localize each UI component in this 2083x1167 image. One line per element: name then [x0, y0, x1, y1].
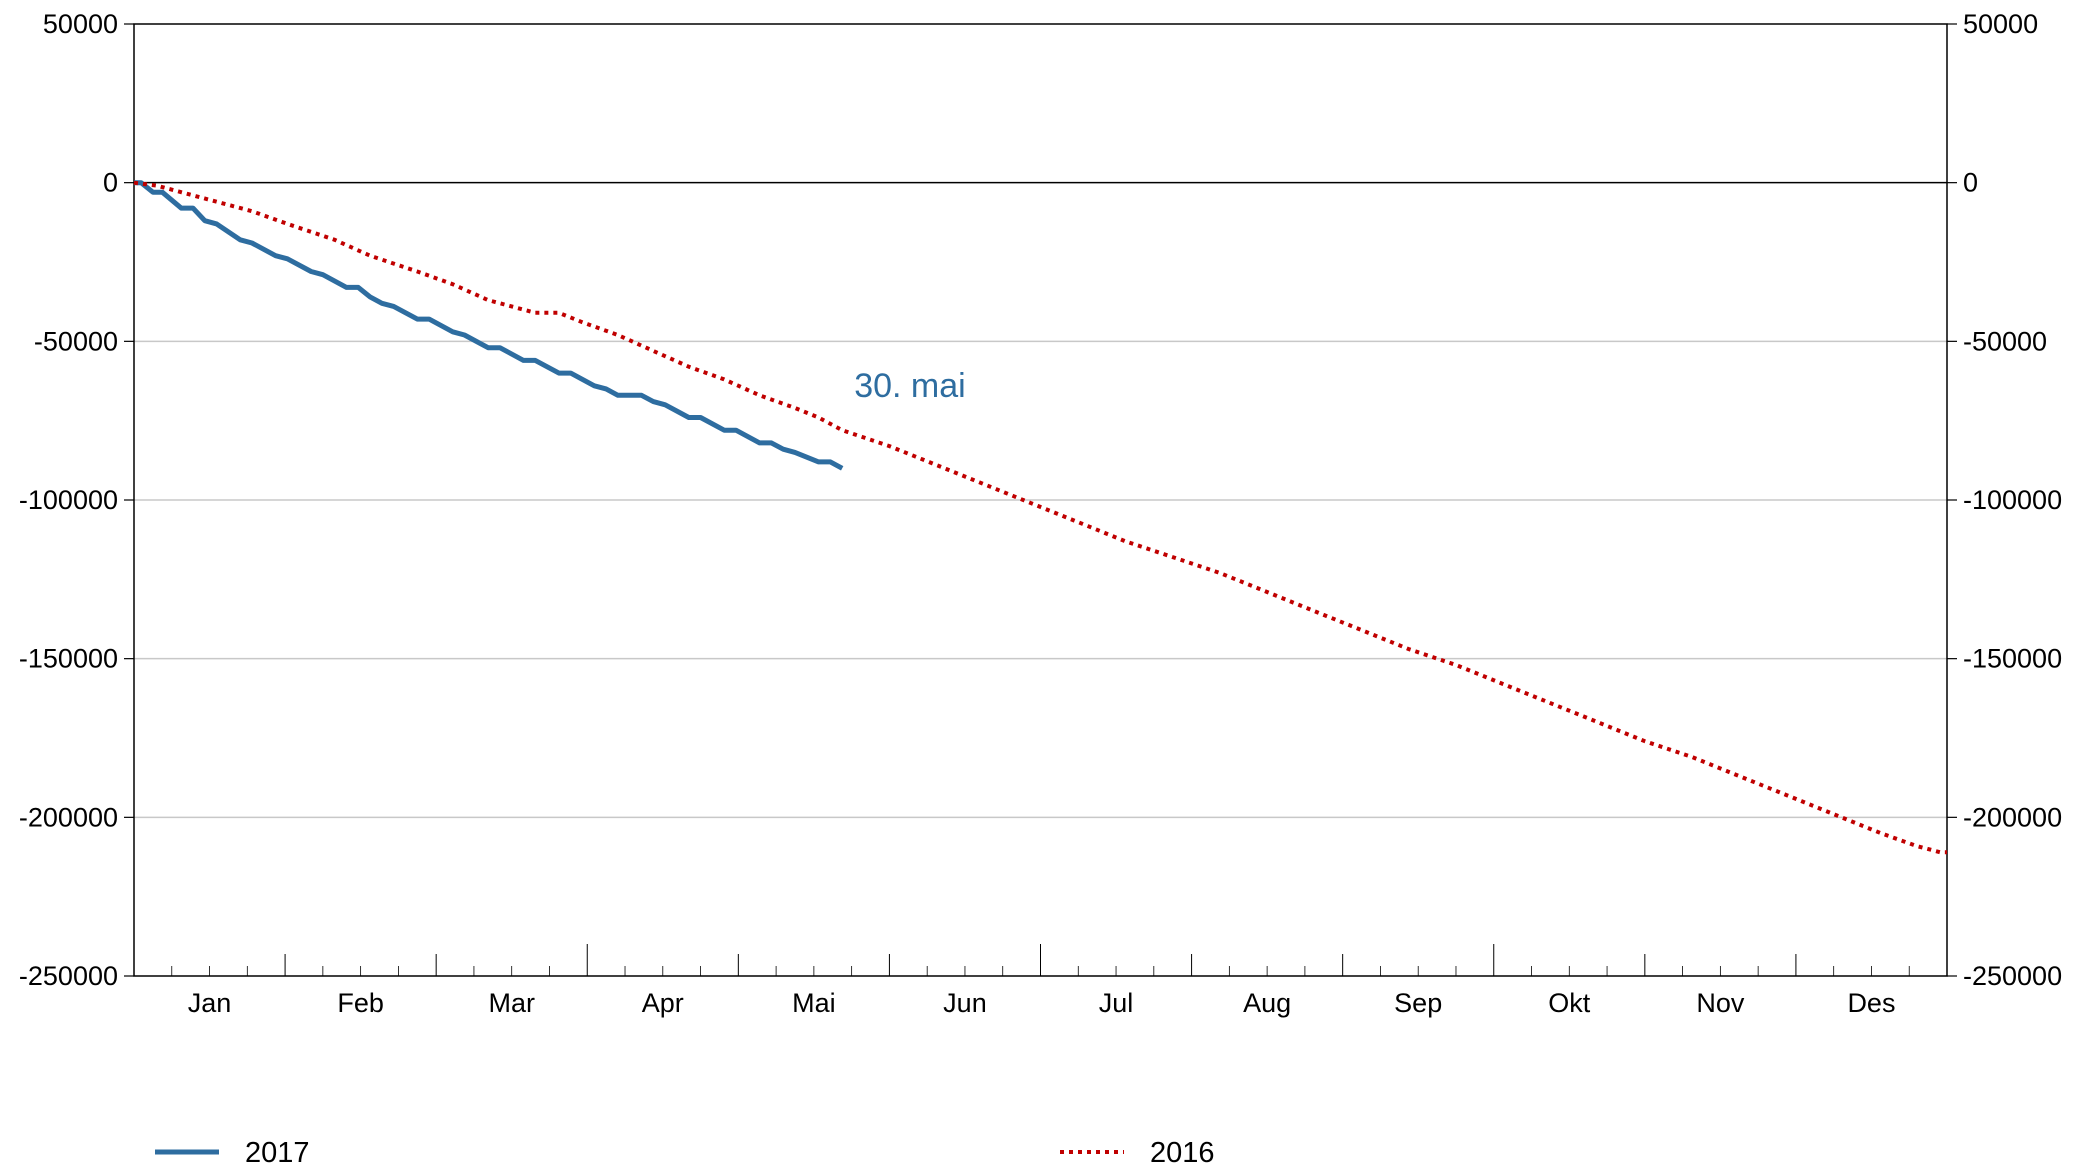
y-tick-label-right: 50000 — [1963, 9, 2038, 39]
x-tick-label: Mar — [488, 988, 535, 1018]
y-tick-label-right: -150000 — [1963, 644, 2062, 674]
x-tick-label: Feb — [337, 988, 384, 1018]
x-tick-label: Des — [1847, 988, 1895, 1018]
series-line-2016 — [133, 180, 1947, 855]
x-tick-label: Apr — [642, 988, 684, 1018]
x-tick-label: Sep — [1394, 988, 1442, 1018]
y-tick-label-left: -50000 — [34, 326, 118, 356]
y-tick-label-left: 50000 — [43, 9, 118, 39]
y-tick-label-left: -250000 — [19, 961, 118, 991]
y-tick-label-left: 0 — [103, 168, 118, 198]
y-tick-label-right: -50000 — [1963, 326, 2047, 356]
series-lines — [133, 180, 1947, 855]
gridlines — [134, 181, 1947, 819]
series-line-2017 — [134, 180, 844, 471]
legend-label-2017: 2017 — [245, 1137, 310, 1167]
y-tick-label-left: -200000 — [19, 802, 118, 832]
x-tick-label: Mai — [792, 988, 836, 1018]
x-tick-label: Jun — [943, 988, 987, 1018]
x-tick-label: Nov — [1696, 988, 1745, 1018]
x-tick-label: Aug — [1243, 988, 1291, 1018]
legend: 2017 2016 — [155, 1137, 1215, 1167]
x-tick-label: Okt — [1548, 988, 1591, 1018]
x-tick-label: Jan — [188, 988, 232, 1018]
axes — [124, 23, 1957, 977]
legend-label-2016: 2016 — [1150, 1137, 1215, 1167]
y-tick-label-left: -100000 — [19, 485, 118, 515]
date-annotation: 30. mai — [854, 367, 966, 405]
y-tick-label-right: -100000 — [1963, 485, 2062, 515]
y-tick-label-left: -150000 — [19, 644, 118, 674]
y-tick-label-right: -250000 — [1963, 961, 2062, 991]
x-tick-label: Jul — [1099, 988, 1134, 1018]
y-tick-label-right: -200000 — [1963, 802, 2062, 832]
tick-labels: 50000 50000 0 0 -50000 -50000 -100000 -100000 -1… — [19, 9, 2062, 1018]
y-tick-label-right: 0 — [1963, 168, 1978, 198]
